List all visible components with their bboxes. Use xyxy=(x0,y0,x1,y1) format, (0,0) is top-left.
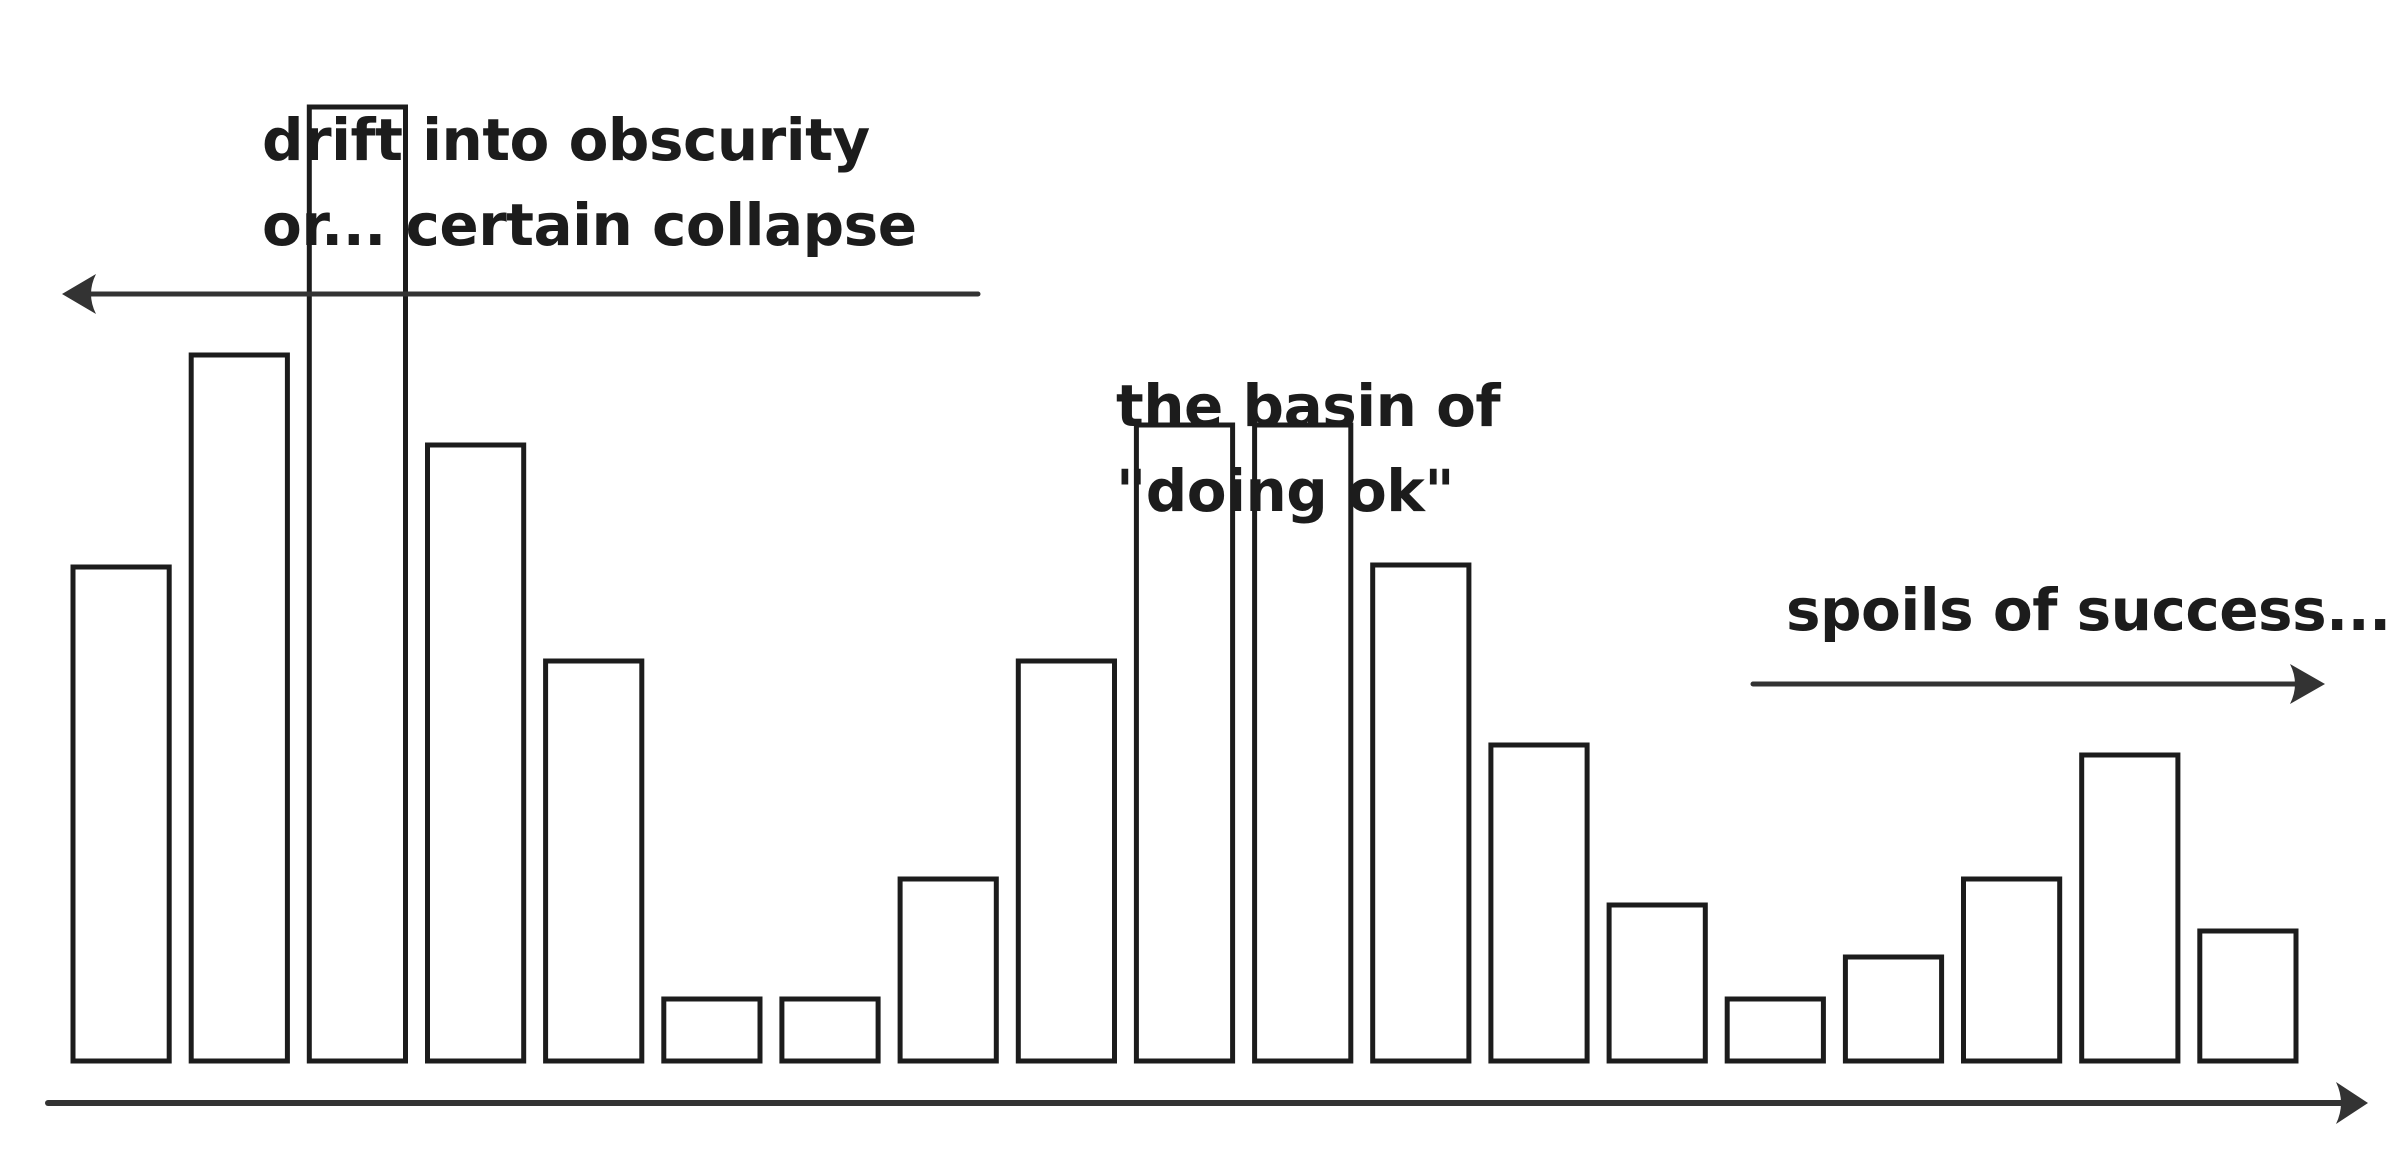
bar-18 xyxy=(2079,752,2181,1064)
bar-4 xyxy=(425,442,527,1064)
bar-2 xyxy=(188,352,290,1064)
annotation-middle-line-2: "doing ok" xyxy=(1116,457,1455,525)
annotation-left-line-1: drift into obscurity xyxy=(262,106,870,174)
bar-12 xyxy=(1370,562,1472,1064)
bar-15 xyxy=(1724,996,1826,1064)
bar-17 xyxy=(1961,876,2063,1064)
bar-5 xyxy=(543,658,645,1064)
bar-16 xyxy=(1842,954,1945,1064)
bar-8 xyxy=(897,876,999,1064)
right-annotation-arrow xyxy=(1750,664,2325,704)
bar-9 xyxy=(1015,658,1117,1064)
bar-3 xyxy=(306,104,408,1064)
bar-10 xyxy=(1133,422,1236,1064)
annotation-middle-line-1: the basin of xyxy=(1116,372,1501,440)
annotation-right-line-1: spoils of success... xyxy=(1786,576,2391,644)
bar-19 xyxy=(2197,928,2299,1064)
left-annotation-arrow xyxy=(62,274,981,314)
bar-11 xyxy=(1252,422,1354,1064)
bar-1 xyxy=(70,564,172,1064)
bars-group xyxy=(70,104,2299,1064)
bar-6 xyxy=(661,996,763,1064)
annotation-middle: the basin of "doing ok" xyxy=(1116,364,1501,534)
x-axis-arrow xyxy=(45,1082,2368,1124)
bar-7 xyxy=(779,996,881,1064)
bar-14 xyxy=(1606,902,1708,1064)
bar-13 xyxy=(1488,742,1590,1064)
annotation-left-line-2: or... certain collapse xyxy=(262,191,917,259)
annotation-left: drift into obscurity or... certain colla… xyxy=(262,98,917,268)
annotation-right: spoils of success... xyxy=(1786,568,2391,653)
